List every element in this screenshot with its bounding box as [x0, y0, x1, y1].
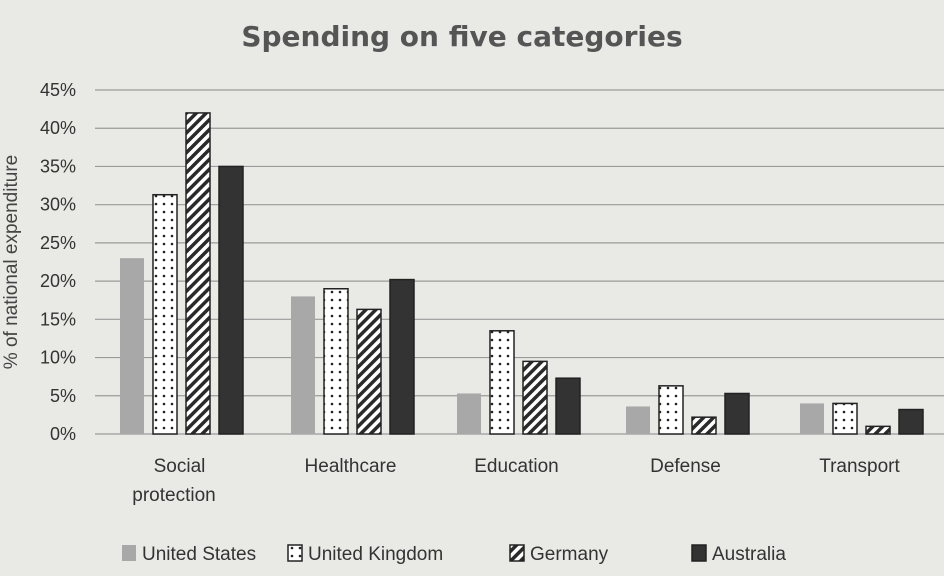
- y-tick-label: 20%: [40, 271, 76, 291]
- legend-swatch: [122, 545, 136, 561]
- bar-united-states: [457, 393, 481, 434]
- bar-germany: [185, 112, 211, 435]
- legend-label: Australia: [712, 544, 786, 565]
- bar-germany: [691, 416, 717, 435]
- bar-australia: [218, 165, 244, 435]
- x-category-label: Healthcare: [305, 456, 397, 477]
- y-tick-label: 45%: [40, 80, 76, 100]
- bar-united-kingdom: [489, 330, 515, 435]
- bar-australia: [555, 377, 581, 435]
- bar-united-states: [120, 258, 144, 434]
- y-tick-label: 0%: [50, 424, 76, 444]
- x-category-label: Defense: [650, 456, 721, 477]
- y-tick-label: 40%: [40, 118, 76, 138]
- y-tick-label: 15%: [40, 309, 76, 329]
- bar-united-states: [800, 403, 824, 434]
- legend-swatch: [287, 544, 303, 562]
- bar-united-kingdom: [152, 193, 178, 435]
- bar-united-kingdom: [658, 385, 684, 435]
- x-category-label: Education: [474, 456, 559, 477]
- x-category-label: protection: [132, 485, 215, 506]
- legend-label: United States: [142, 544, 256, 565]
- bar-united-states: [291, 296, 315, 434]
- legend: United States United Kingdom Germany Austra…: [122, 544, 786, 565]
- y-tick-label: 10%: [40, 348, 76, 368]
- y-axis-label: % of national expenditure: [1, 155, 22, 369]
- y-tick-label: 30%: [40, 195, 76, 215]
- y-tick-label: 35%: [40, 156, 76, 176]
- y-axis-ticks: 0% 5% 10% 15% 20% 25% 30% 35% 40% 45%: [40, 80, 76, 444]
- bar-germany: [865, 425, 891, 435]
- bar-australia: [898, 408, 924, 435]
- y-tick-label: 25%: [40, 233, 76, 253]
- bar-germany: [356, 308, 382, 435]
- legend-swatch: [691, 544, 707, 562]
- legend-label: United Kingdom: [308, 544, 443, 565]
- bar-united-states: [626, 406, 650, 434]
- legend-label: Germany: [530, 544, 609, 565]
- bar-australia: [724, 392, 750, 435]
- y-tick-label: 5%: [50, 386, 76, 406]
- bar-united-kingdom: [323, 288, 349, 435]
- chart-title: Spending on five categories: [241, 20, 682, 53]
- x-category-label: Transport: [819, 456, 900, 477]
- legend-swatch: [509, 544, 525, 562]
- bars: [120, 112, 924, 435]
- bar-united-kingdom: [832, 402, 858, 435]
- bar-australia: [389, 278, 415, 435]
- bar-germany: [522, 360, 548, 435]
- x-axis-categories: Social protection Healthcare Education Defen…: [132, 456, 900, 506]
- x-category-label: Social: [154, 456, 206, 477]
